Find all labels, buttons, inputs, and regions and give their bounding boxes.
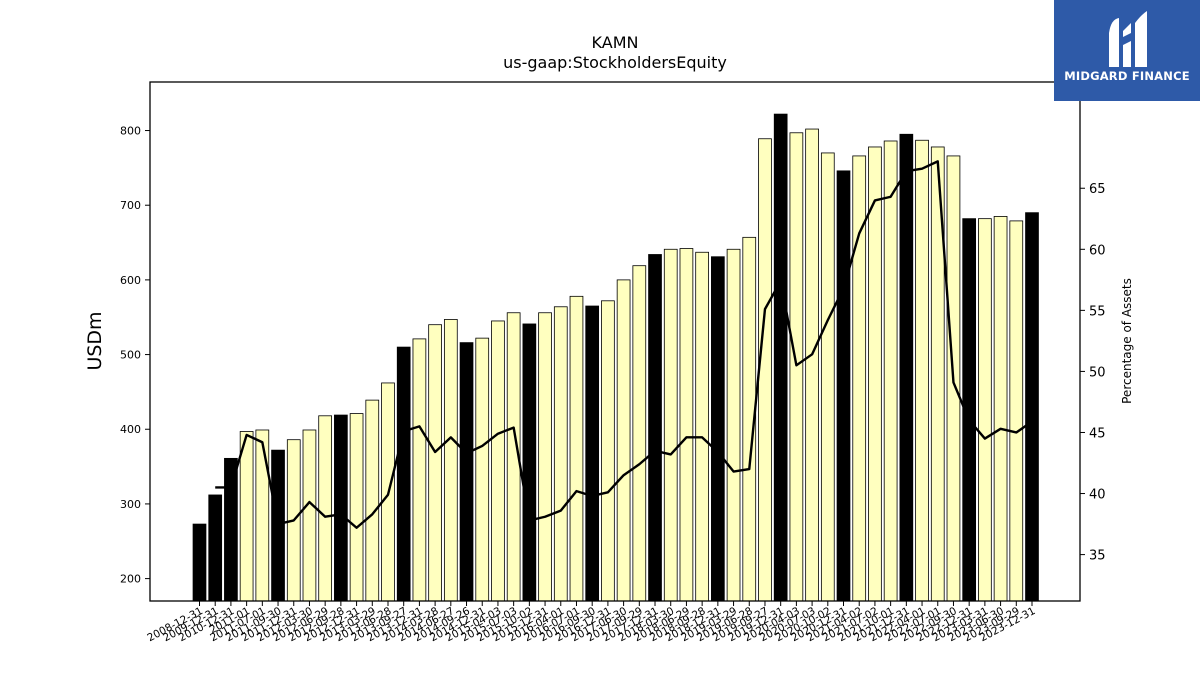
- bar: [302, 429, 317, 602]
- bar: [1009, 220, 1024, 602]
- bar: [396, 346, 411, 602]
- bar: [224, 457, 238, 602]
- bar: [553, 306, 568, 602]
- bar: [789, 132, 804, 602]
- chart-title: KAMN: [592, 33, 639, 52]
- bar: [443, 319, 458, 602]
- bar: [820, 152, 835, 602]
- bar: [255, 429, 270, 602]
- bar: [868, 146, 882, 602]
- y-tick-label: 800: [120, 125, 141, 138]
- left-axis: 200 300 400 500 600 700 800: [120, 125, 150, 586]
- logo-text: MIDGARD FINANCE: [1064, 69, 1190, 83]
- bar: [318, 415, 333, 602]
- bar: [1025, 212, 1039, 602]
- bar: [711, 256, 725, 602]
- bar: [663, 248, 678, 602]
- bar: [899, 133, 914, 602]
- bar: [773, 113, 788, 602]
- logo-mark-icon: [1109, 11, 1147, 67]
- bar: [349, 413, 364, 602]
- bar: [491, 320, 505, 602]
- bar: [978, 218, 992, 602]
- bar: [805, 128, 819, 602]
- plot-frame: [149, 81, 1081, 602]
- bar: [412, 338, 427, 602]
- bar: [334, 414, 348, 602]
- bar: [271, 449, 285, 602]
- bar: [208, 494, 223, 602]
- right-axis: 35 40 45 50 55 60 65: [1080, 182, 1106, 564]
- y2-tick-label: 60: [1089, 243, 1106, 258]
- y2-tick-label: 50: [1089, 365, 1106, 380]
- y-tick-label: 700: [120, 199, 141, 212]
- bar: [836, 170, 851, 602]
- bar: [915, 139, 929, 602]
- bar: [192, 523, 207, 602]
- bar: [459, 342, 474, 602]
- y-axis-label: USDm: [84, 311, 106, 370]
- y-tick-label: 300: [120, 498, 141, 511]
- bar: [365, 399, 380, 602]
- bar: [993, 216, 1008, 602]
- bar: [538, 312, 552, 602]
- bar: [632, 265, 647, 602]
- bar: [616, 279, 631, 602]
- brand-logo: MIDGARD FINANCE: [1054, 0, 1200, 101]
- y-tick-label: 200: [120, 573, 141, 586]
- y2-tick-label: 40: [1089, 488, 1106, 503]
- y2-tick-label: 35: [1089, 549, 1106, 564]
- bar: [428, 324, 442, 602]
- y-tick-label: 500: [120, 349, 141, 362]
- bar: [648, 254, 662, 602]
- bar: [758, 138, 772, 602]
- bar: [695, 251, 709, 602]
- y2-tick-label: 55: [1089, 304, 1106, 319]
- bar: [522, 323, 537, 602]
- bar: [726, 248, 741, 602]
- chart-subtitle: us-gaap:StockholdersEquity: [503, 53, 727, 72]
- bar: [585, 305, 600, 602]
- y2-tick-label: 65: [1089, 182, 1106, 197]
- y2-tick-label: 45: [1089, 426, 1106, 441]
- bar: [601, 300, 615, 602]
- y-tick-label: 400: [120, 423, 141, 436]
- percentage-line: [215, 160, 1033, 529]
- y-tick-label: 600: [120, 274, 141, 287]
- bar: [883, 140, 898, 602]
- x-axis: 2008-12-312009-12-312010-12-312011-01201…: [145, 601, 1037, 644]
- bar: [679, 248, 694, 602]
- bars-layer: [192, 113, 1039, 602]
- bar: [475, 337, 490, 602]
- bar: [239, 431, 254, 602]
- line-layer: [215, 160, 1033, 529]
- y2-axis-label: Percentage of Assets: [1120, 278, 1134, 404]
- bar: [569, 295, 584, 602]
